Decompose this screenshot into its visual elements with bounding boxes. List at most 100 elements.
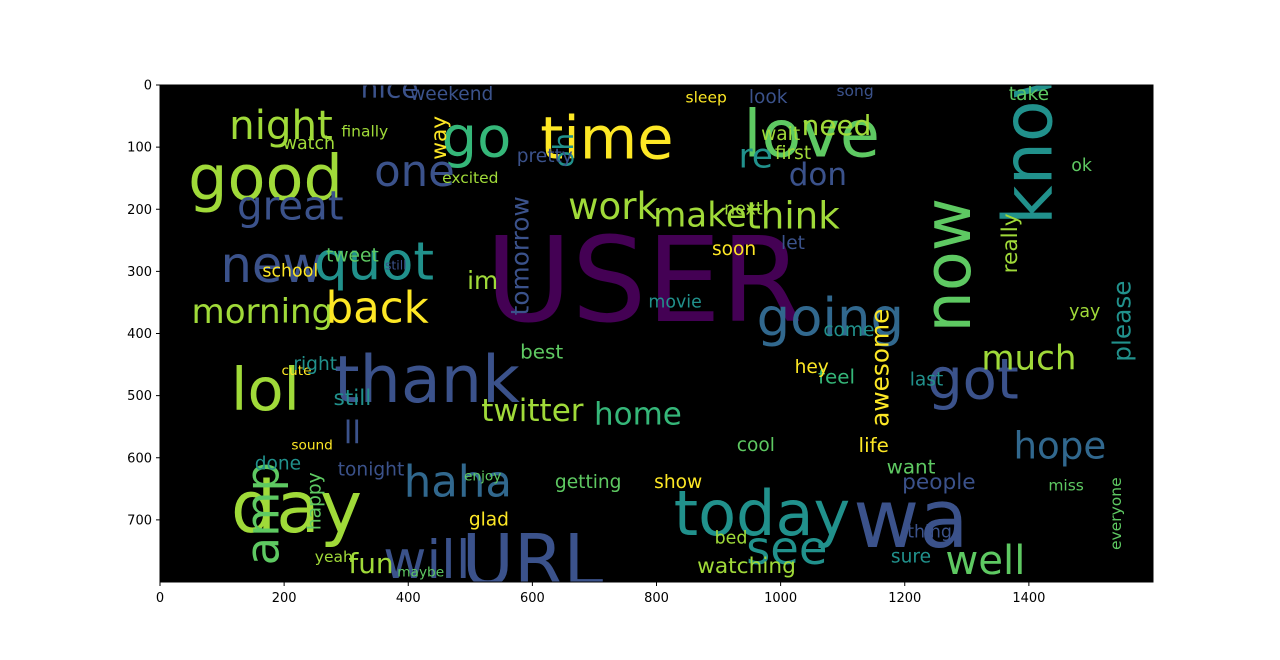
x-tick-label: 400 xyxy=(396,591,421,606)
word-thing: thing xyxy=(907,522,952,542)
word-well: well xyxy=(945,537,1025,584)
word-don: don xyxy=(789,157,847,193)
word-lol: lol xyxy=(231,355,300,424)
word-great: great xyxy=(237,183,344,230)
word-will: will xyxy=(383,530,470,591)
word-go: go xyxy=(442,105,512,170)
word-life: life xyxy=(859,434,889,457)
word-come: come xyxy=(823,320,874,341)
word-cool: cool xyxy=(737,435,775,456)
word-miss: miss xyxy=(1048,477,1084,495)
word-going: going xyxy=(757,288,904,349)
word-see: see xyxy=(746,521,827,575)
word-make: make xyxy=(653,196,747,236)
x-axis: 0 200 400 600 800 1000 1200 1400 xyxy=(156,582,1045,606)
word-morning: morning xyxy=(192,292,334,332)
word-today: today xyxy=(674,477,851,550)
word-yay: yay xyxy=(1069,302,1100,322)
word-happy: happy xyxy=(305,472,326,530)
word-enjoy: enjoy xyxy=(464,468,501,484)
word-day: day xyxy=(231,466,362,549)
word-song: song xyxy=(836,82,873,100)
word-house: house xyxy=(326,580,367,596)
word-sound: sound xyxy=(291,437,333,453)
word-first: first xyxy=(775,143,811,164)
word-one: one xyxy=(374,147,455,197)
word-nice: nice xyxy=(361,72,419,105)
word-show: show xyxy=(654,472,702,493)
y-tick-label: 100 xyxy=(127,141,152,156)
x-tick-label: 1000 xyxy=(764,591,797,606)
word-glad: glad xyxy=(469,509,509,530)
word-pretty: pretty xyxy=(517,146,573,167)
word-know: know xyxy=(989,44,1068,224)
word-work: work xyxy=(568,184,658,228)
y-tick-label: 600 xyxy=(127,451,152,466)
word-new: new xyxy=(220,236,323,294)
word-ok: ok xyxy=(1071,156,1093,176)
word-hey: hey xyxy=(795,357,829,378)
y-tick-label: 0 xyxy=(144,79,152,94)
word-good: good xyxy=(188,142,343,215)
word-next: next xyxy=(724,199,763,219)
word-amp: amp xyxy=(235,462,289,565)
word-way: way xyxy=(427,116,452,160)
word-tonight: tonight xyxy=(338,460,405,481)
word-night: night xyxy=(229,102,333,149)
word-still: still xyxy=(385,258,407,273)
x-tick-label: 0 xyxy=(156,591,164,606)
word-haha: haha xyxy=(404,458,512,508)
word-quot: quot xyxy=(314,232,434,293)
word-done: done xyxy=(255,454,301,475)
y-tick-label: 700 xyxy=(127,513,152,528)
word-really: really xyxy=(998,213,1023,273)
word-watch: watch xyxy=(283,134,335,154)
x-tick-label: 800 xyxy=(644,591,669,606)
x-tick-label: 1200 xyxy=(888,591,921,606)
plot-area xyxy=(160,85,1153,582)
word-sure: sure xyxy=(891,547,931,568)
word-much: much xyxy=(981,338,1076,378)
x-tick-label: 600 xyxy=(520,591,545,606)
word-thank: thank xyxy=(334,342,520,418)
word-wait: wait xyxy=(761,124,800,145)
word-sleep: sleep xyxy=(686,88,727,106)
word-yeah: yeah xyxy=(315,548,353,566)
word-tomorrow: tomorrow xyxy=(506,196,535,315)
y-tick-label: 400 xyxy=(127,327,152,342)
x-tick-label: 1400 xyxy=(1012,591,1045,606)
word-last: last xyxy=(910,370,944,391)
word-weekend: weekend xyxy=(410,84,493,105)
word-look: look xyxy=(749,87,788,108)
word-bed: bed xyxy=(715,529,748,549)
word-hope: hope xyxy=(1013,423,1106,467)
word-getting: getting xyxy=(555,472,622,493)
word-best: best xyxy=(520,341,563,364)
word-im: im xyxy=(467,266,498,295)
word-watching: watching xyxy=(697,554,796,579)
word-time: time xyxy=(540,103,673,172)
word-re: re xyxy=(739,136,773,176)
word-url: URL xyxy=(462,519,604,602)
y-tick-label: 200 xyxy=(127,203,152,218)
word-school: school xyxy=(262,261,318,281)
word-finally: finally xyxy=(341,123,388,141)
x-tick-label: 200 xyxy=(272,591,297,606)
word-back: back xyxy=(326,284,429,334)
word-wa: wa xyxy=(853,473,968,567)
word-take: take xyxy=(1009,84,1049,105)
word-love: love xyxy=(743,97,880,173)
word-think: think xyxy=(746,194,840,238)
word-soon: soon xyxy=(712,239,756,260)
word-cute: cute xyxy=(282,363,312,379)
word-let: let xyxy=(781,233,805,254)
word-everyone: everyone xyxy=(1107,477,1125,550)
word-still: still xyxy=(333,386,371,411)
word-feel: feel xyxy=(818,366,855,389)
word-tweet: tweet xyxy=(326,245,379,266)
word-oh: oh xyxy=(547,133,580,168)
word-excited: excited xyxy=(442,169,498,187)
word-awesome: awesome xyxy=(865,309,894,427)
